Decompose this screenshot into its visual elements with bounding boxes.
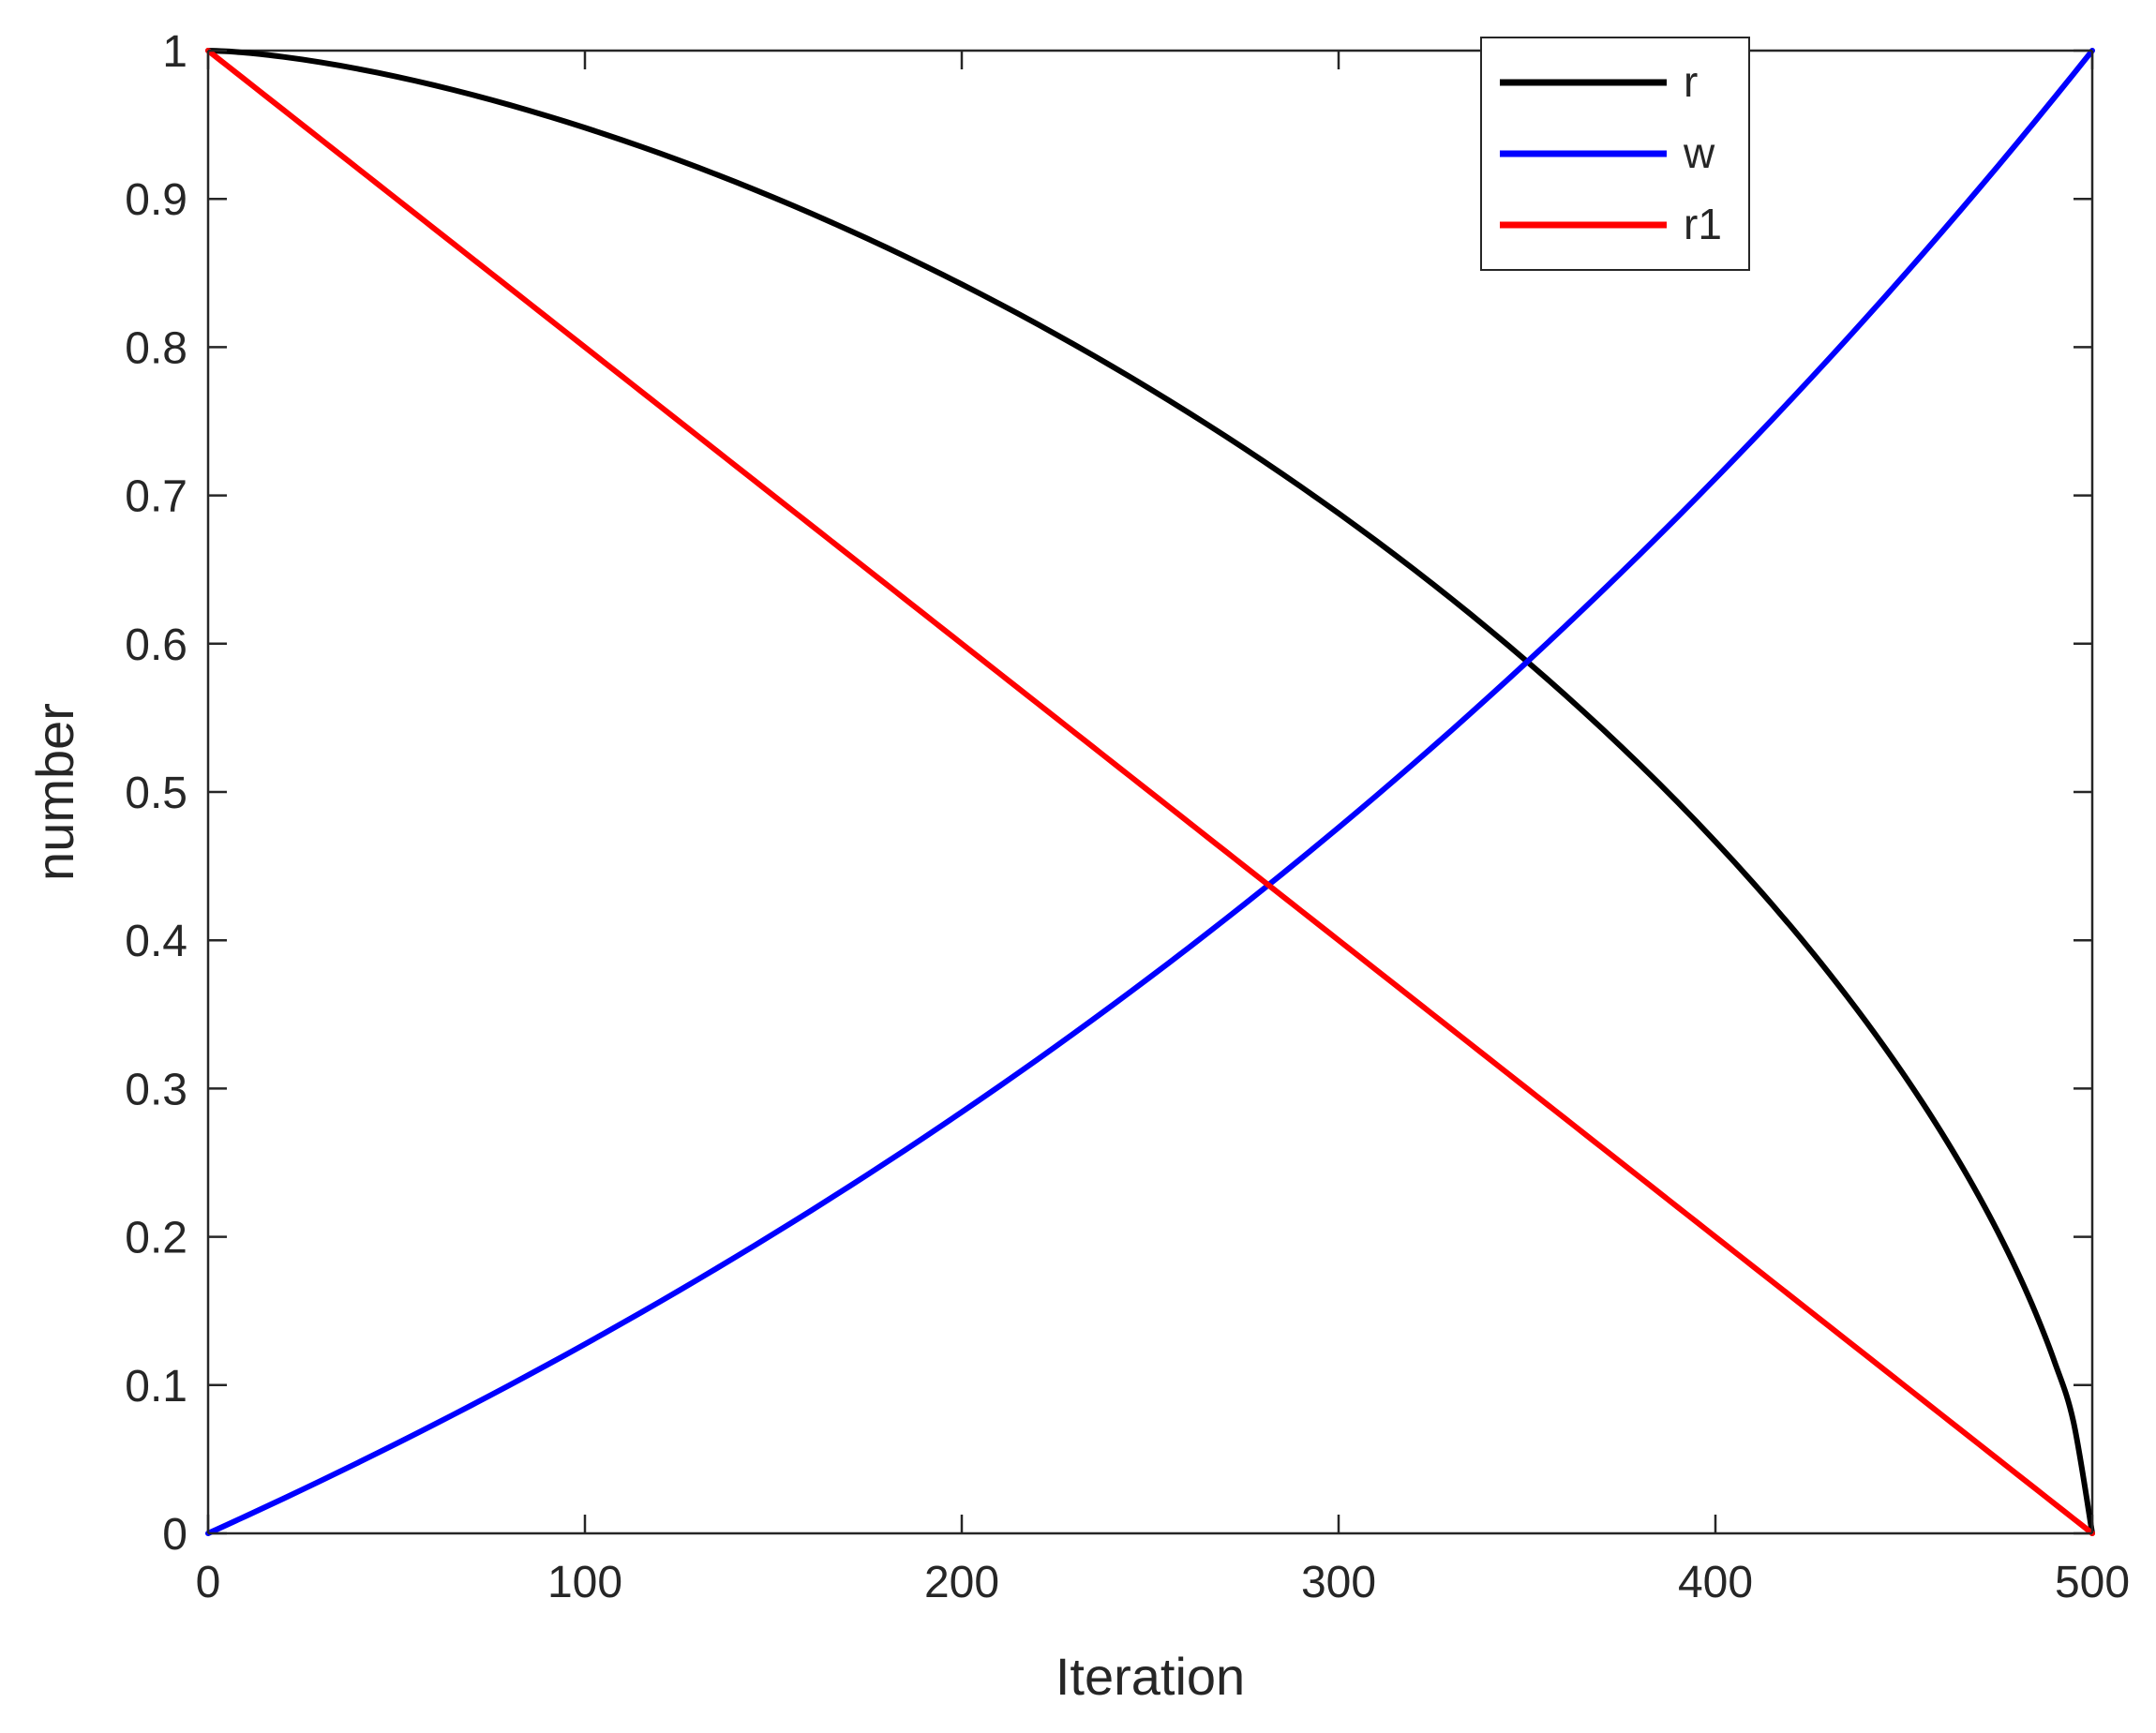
plot-area	[205, 48, 2095, 1536]
legend-label-r1: r1	[1684, 200, 1722, 248]
y-tick-label: 0.5	[125, 769, 187, 818]
y-tick-label: 0.1	[125, 1362, 187, 1412]
y-tick-label: 0.4	[125, 917, 187, 966]
y-tick-label: 0	[162, 1510, 187, 1560]
x-tick-label: 0	[196, 1558, 221, 1607]
y-tick-label: 0.2	[125, 1214, 187, 1263]
series-line-r	[205, 48, 2095, 1536]
y-axis-label: number	[25, 703, 84, 881]
legend: rw r1	[1480, 37, 1750, 271]
legend-items: rw r1	[1500, 57, 1722, 248]
y-tick-label: 0.6	[125, 620, 187, 670]
series-line-r1	[205, 48, 2095, 1536]
x-tick-label: 200	[924, 1558, 999, 1607]
y-tick-label: 0.7	[125, 472, 187, 522]
legend-label-r: r	[1684, 57, 1698, 106]
series-line-w	[205, 48, 2095, 1536]
x-tick-label: 500	[2055, 1558, 2130, 1607]
x-tick-labels: 0 100 200 300 400 500	[196, 1558, 2130, 1607]
series-layer	[205, 48, 2095, 1536]
x-axis-label: Iteration	[1056, 1647, 1245, 1706]
legend-label-w: w	[1683, 128, 1715, 177]
y-tick-label: 0.9	[125, 175, 187, 225]
x-tick-label: 400	[1678, 1558, 1753, 1607]
x-tick-label: 100	[547, 1558, 622, 1607]
y-tick-label: 0.3	[125, 1065, 187, 1114]
y-tick-label: 1	[162, 27, 187, 77]
x-tick-label: 300	[1301, 1558, 1376, 1607]
ticks-layer	[206, 49, 2094, 1535]
y-tick-labels: 0 0.1 0.2 0.3 0.4 0.5 0.6 0.7 0.8 0.9 1	[125, 27, 187, 1560]
y-tick-label: 0.8	[125, 323, 187, 373]
